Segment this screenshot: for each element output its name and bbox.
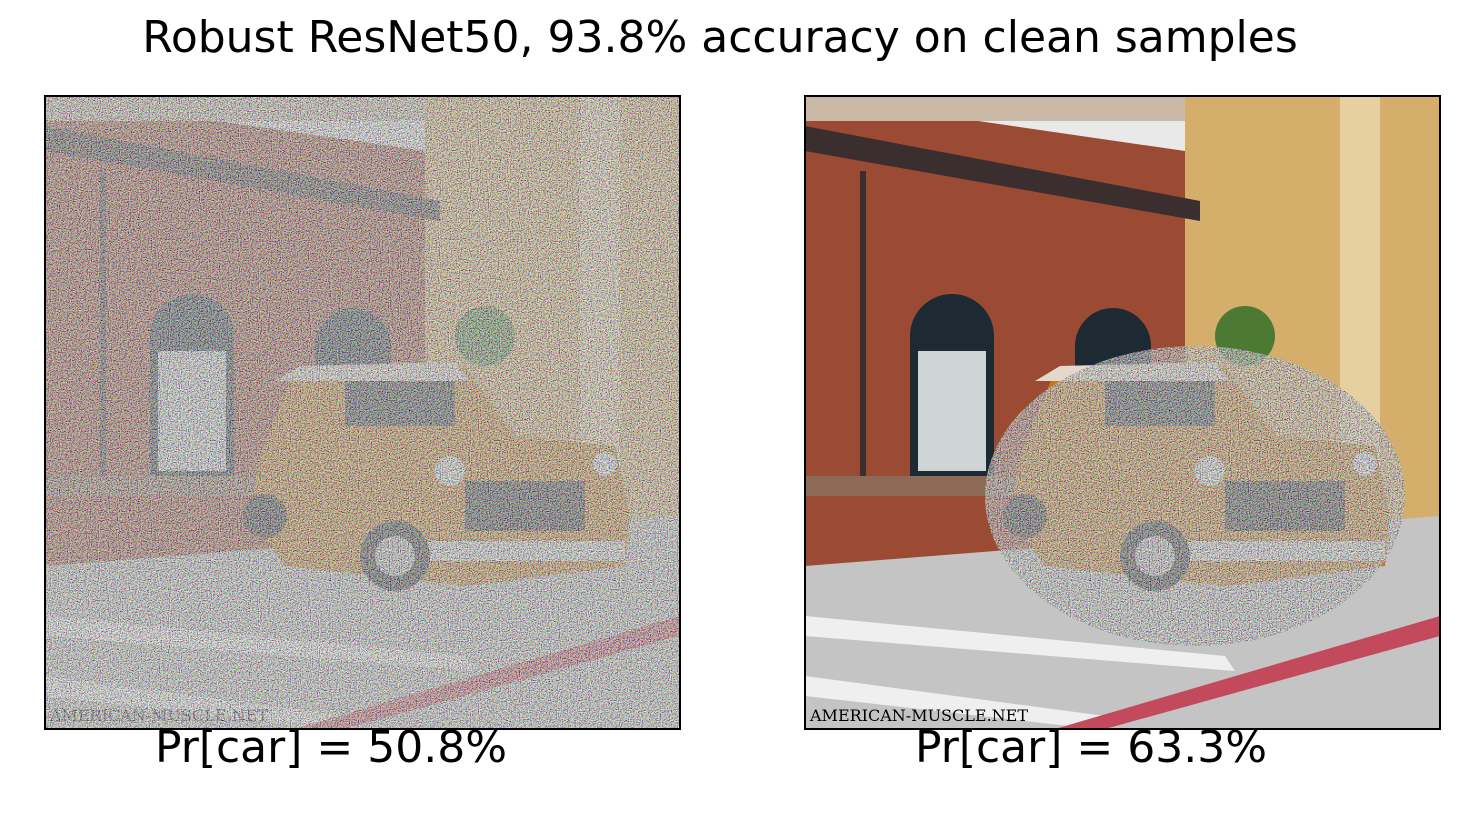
caption: Pr[car] = 63.3% xyxy=(915,722,1267,773)
figure-title: Robust ResNet50, 93.8% accuracy on clean… xyxy=(142,12,1298,63)
frame xyxy=(44,95,681,730)
image-panel xyxy=(44,95,681,730)
perturbation xyxy=(985,346,1405,646)
perturbation xyxy=(45,96,680,729)
caption: Pr[car] = 50.8% xyxy=(155,722,507,773)
frame xyxy=(804,95,1441,730)
image-panel xyxy=(804,95,1441,730)
